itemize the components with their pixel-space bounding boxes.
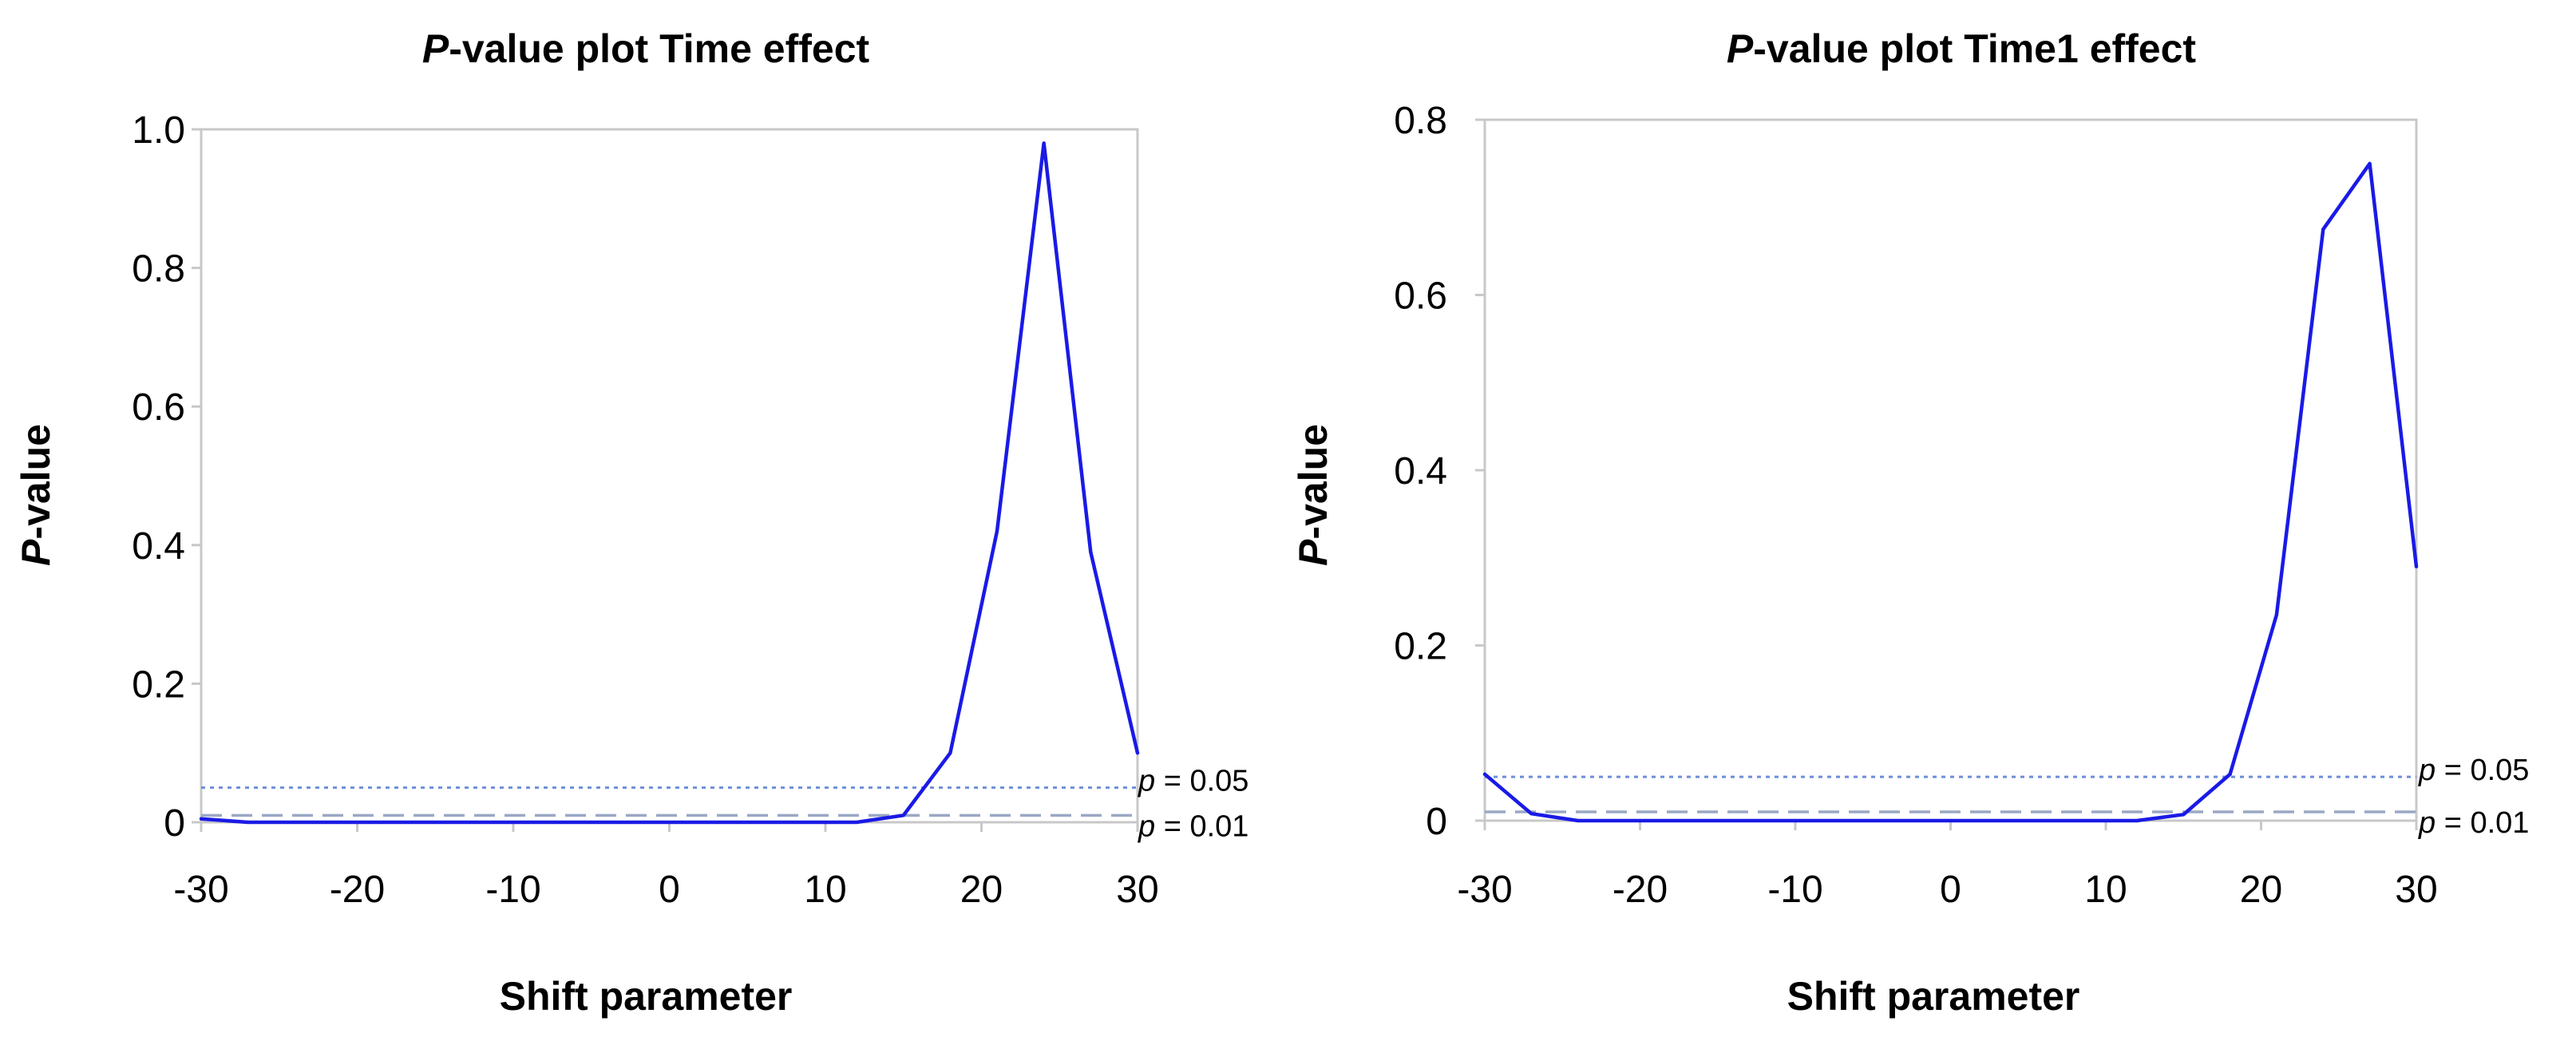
reference-line-label-italic: p <box>2418 754 2436 787</box>
x-tick-label: 0 <box>659 869 680 911</box>
series-line <box>199 141 1140 825</box>
y-tick-label: 0 <box>1426 801 1447 843</box>
y-tick-label: 0.6 <box>1394 275 1447 318</box>
x-tick-label: -30 <box>173 869 228 911</box>
y-tick-label: 0 <box>164 802 185 845</box>
y-tick-label: 0.6 <box>132 386 185 429</box>
chart-title: P-value plot Time1 effect <box>1727 26 2196 71</box>
y-tick-label: 0.8 <box>132 248 185 291</box>
y-tick-label: 1.0 <box>132 109 185 152</box>
reference-line-label-italic: p <box>1138 765 1155 798</box>
y-tick-label: 0.4 <box>132 525 185 568</box>
x-tick-label: -30 <box>1457 869 1512 911</box>
y-tick-label: 0.2 <box>132 663 185 706</box>
x-tick-label: -20 <box>1612 869 1668 911</box>
x-axis-label: Shift parameter <box>500 974 793 1019</box>
x-tick-label: 20 <box>2240 869 2282 911</box>
reference-line-label-rest: = 0.05 <box>2436 754 2529 787</box>
chart-panel-time-effect: P-value plot Time effect00.20.40.60.81.0… <box>14 26 1248 1019</box>
y-axis-label-italic: P <box>14 539 58 566</box>
x-tick-label: 20 <box>960 869 1003 911</box>
y-axis-label-rest: -value <box>14 424 58 540</box>
y-axis-label-italic: P <box>1291 539 1335 566</box>
chart-title-rest: -value plot Time1 effect <box>1753 26 2196 71</box>
y-axis-label: P-value <box>1291 424 1335 566</box>
chart-title-italic: P <box>1727 26 1754 71</box>
y-tick-label: 0.4 <box>1394 450 1447 493</box>
x-tick-label: 0 <box>1940 869 1961 911</box>
y-axis-label-rest: -value <box>1291 424 1335 540</box>
reference-line-label: p = 0.01 <box>2418 806 2529 840</box>
chart-panel-time1-effect: P-value plot Time1 effect00.20.40.60.8-3… <box>1291 26 2529 1019</box>
reference-line-label-rest: = 0.01 <box>2436 806 2529 840</box>
y-axis-label: P-value <box>14 424 58 566</box>
reference-line-label: p = 0.01 <box>1138 809 1248 843</box>
reference-line-label-rest: = 0.05 <box>1155 765 1248 798</box>
reference-line-label: p = 0.05 <box>1138 765 1248 798</box>
reference-line-label-italic: p <box>2418 806 2436 840</box>
x-tick-label: -10 <box>485 869 540 911</box>
x-axis-label: Shift parameter <box>1787 974 2080 1019</box>
x-tick-label: 30 <box>2395 869 2437 911</box>
x-tick-label: 10 <box>804 869 846 911</box>
x-tick-label: 30 <box>1116 869 1158 911</box>
x-tick-label: -20 <box>330 869 385 911</box>
chart-title: P-value plot Time effect <box>422 26 870 71</box>
x-tick-label: -10 <box>1767 869 1822 911</box>
chart-title-italic: P <box>422 26 449 71</box>
y-tick-label: 0.2 <box>1394 626 1447 668</box>
reference-line-label: p = 0.05 <box>2418 754 2529 787</box>
series-line <box>1482 161 2419 823</box>
x-tick-label: 10 <box>2084 869 2127 911</box>
reference-line-label-rest: = 0.01 <box>1155 809 1248 843</box>
chart-title-rest: -value plot Time effect <box>449 26 869 71</box>
reference-line-label-italic: p <box>1138 809 1155 843</box>
y-tick-label: 0.8 <box>1394 100 1447 142</box>
